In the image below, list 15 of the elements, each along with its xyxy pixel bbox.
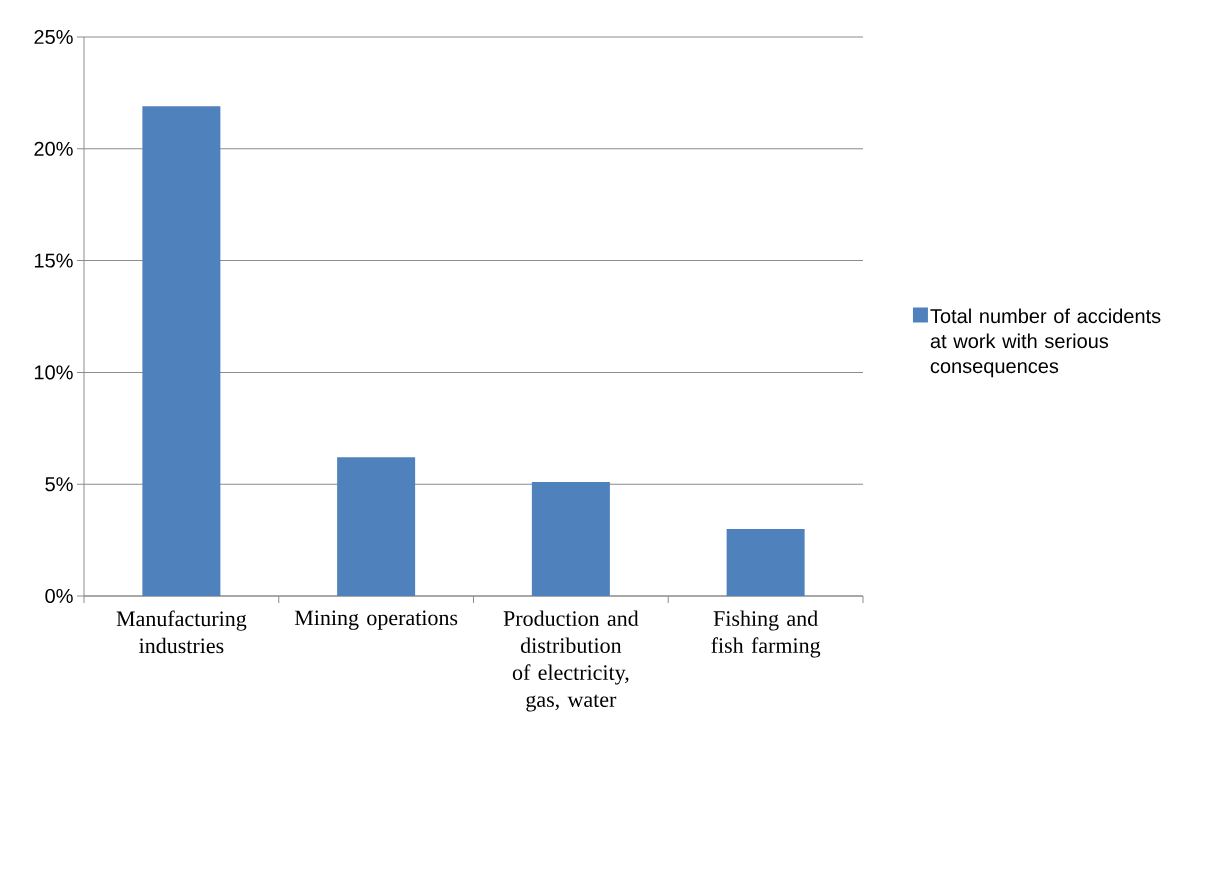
bar bbox=[531, 481, 610, 596]
y-tick-label: 25% bbox=[34, 29, 73, 45]
y-tick-label: 15% bbox=[34, 253, 73, 268]
x-tick-label: Mining operations bbox=[294, 610, 458, 630]
x-tick-label: Production and distribution of electricity, gas, water bbox=[503, 610, 639, 712]
legend-label: Total number of accidents at work with serious consequences bbox=[930, 308, 1161, 378]
bar bbox=[726, 528, 805, 596]
y-tick-label: 20% bbox=[34, 141, 73, 156]
y-tick-label: 0% bbox=[45, 588, 73, 604]
bar bbox=[337, 457, 416, 596]
bar bbox=[142, 106, 221, 596]
x-tick-label: Manufacturing industries bbox=[116, 610, 247, 654]
y-tick-label: 5% bbox=[45, 477, 73, 492]
x-tick-label: Fishing and fish farming bbox=[711, 610, 821, 658]
y-tick-label: 10% bbox=[34, 365, 73, 380]
